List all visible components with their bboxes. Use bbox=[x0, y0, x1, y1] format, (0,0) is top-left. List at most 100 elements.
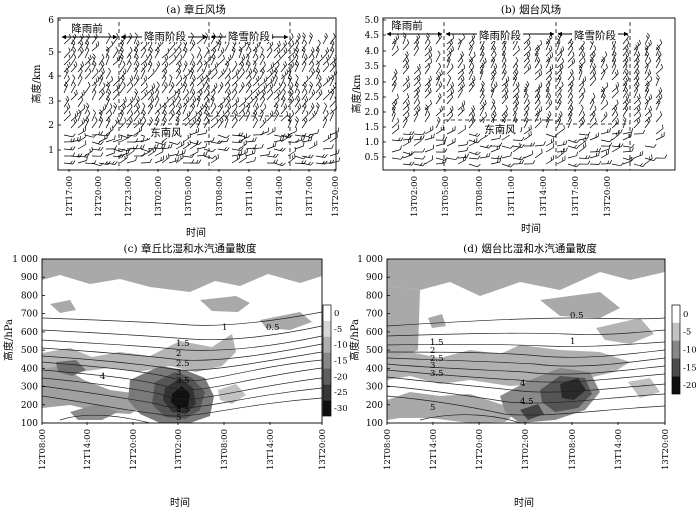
wind-barb bbox=[294, 162, 305, 165]
wind-barb bbox=[259, 131, 269, 136]
panel-a-barbs bbox=[63, 32, 341, 167]
wind-barb bbox=[126, 36, 133, 45]
wind-barb bbox=[413, 163, 423, 167]
ytick-label: 100 bbox=[366, 419, 383, 429]
wind-barb bbox=[217, 120, 224, 129]
wind-barb bbox=[175, 144, 185, 150]
wind-barb bbox=[501, 134, 510, 141]
wind-barb bbox=[611, 47, 616, 57]
wind-barb bbox=[119, 137, 129, 143]
colorbar-label: -5 bbox=[334, 325, 342, 335]
wind-barb bbox=[168, 77, 173, 87]
xtick-label: 13T20:00 bbox=[603, 176, 613, 217]
wind-barb bbox=[224, 42, 230, 52]
colorbar-label: -30 bbox=[334, 404, 348, 414]
wind-barb bbox=[633, 66, 639, 75]
colorbar-label: -20 bbox=[334, 372, 348, 382]
wind-barb bbox=[523, 102, 530, 111]
wind-barb bbox=[126, 64, 132, 73]
wind-barb bbox=[578, 71, 583, 81]
wind-barb bbox=[600, 89, 606, 99]
xtick-label: 13T05:00 bbox=[441, 176, 451, 217]
wind-barb bbox=[435, 77, 441, 87]
wind-barb bbox=[126, 85, 134, 94]
panel-d-xlabel: 时间 bbox=[514, 496, 534, 509]
wind-barb bbox=[231, 79, 239, 87]
panel-b-barbs bbox=[391, 32, 668, 168]
wind-barb bbox=[578, 48, 585, 57]
wind-barb bbox=[446, 85, 454, 93]
wind-barb bbox=[523, 37, 531, 45]
wind-barb bbox=[424, 55, 432, 63]
wind-barb bbox=[182, 72, 190, 80]
wind-barb bbox=[479, 156, 489, 159]
wind-barb bbox=[294, 134, 304, 137]
wind-barb bbox=[457, 67, 466, 75]
wind-barb bbox=[231, 49, 236, 59]
wind-barb bbox=[308, 71, 315, 80]
wind-barb bbox=[468, 133, 478, 137]
wind-barb bbox=[98, 64, 105, 73]
wind-barb bbox=[308, 114, 316, 122]
wind-barb bbox=[468, 157, 478, 160]
xtick-label: 13T08:00 bbox=[475, 176, 485, 217]
wind-barb bbox=[468, 47, 473, 57]
wind-barb bbox=[424, 35, 430, 45]
wind-barb bbox=[266, 72, 274, 80]
wind-barb bbox=[611, 91, 619, 99]
xtick-label: 13T20:00 bbox=[318, 429, 328, 470]
wind-barb bbox=[168, 43, 176, 52]
panel-d-colorbar: 0 -5 -10 -15 -20 bbox=[671, 304, 697, 395]
wind-barb bbox=[457, 159, 467, 165]
wind-barb bbox=[105, 107, 113, 115]
wind-barb bbox=[231, 120, 238, 129]
wind-barb bbox=[611, 73, 619, 81]
svg-text:2: 2 bbox=[430, 346, 435, 356]
wind-barb bbox=[77, 43, 84, 52]
wind-barb bbox=[556, 159, 566, 165]
wind-barb bbox=[578, 96, 585, 105]
ytick-label: 1 000 bbox=[357, 255, 383, 265]
wind-barb bbox=[479, 41, 485, 51]
ytick-label: 4.0 bbox=[365, 47, 380, 57]
wind-barb bbox=[182, 92, 189, 101]
wind-barb bbox=[63, 99, 70, 108]
colorbar-label: -10 bbox=[334, 341, 348, 351]
wind-barb bbox=[655, 90, 663, 99]
wind-barb bbox=[224, 113, 230, 122]
wind-barb bbox=[126, 134, 136, 137]
wind-barb bbox=[273, 58, 281, 66]
wind-barb bbox=[315, 78, 322, 87]
wind-barb bbox=[622, 48, 629, 57]
ytick-label: 600 bbox=[366, 328, 383, 338]
wind-barb bbox=[84, 134, 94, 138]
wind-barb bbox=[322, 137, 331, 143]
wind-barb bbox=[644, 65, 649, 75]
xtick-label: 13T11:00 bbox=[245, 176, 255, 217]
wind-barb bbox=[189, 70, 195, 80]
wind-barb bbox=[545, 72, 552, 81]
wind-barb bbox=[567, 48, 574, 57]
wind-barb bbox=[589, 114, 596, 123]
svg-text:4: 4 bbox=[100, 372, 105, 382]
wind-barb bbox=[512, 66, 518, 75]
wind-barb bbox=[133, 130, 142, 136]
wind-barb bbox=[133, 70, 138, 80]
wind-barb bbox=[644, 158, 653, 165]
panel-c-ylabel: 高度/hPa bbox=[2, 319, 15, 361]
wind-barb bbox=[512, 60, 519, 69]
wind-barb bbox=[534, 113, 540, 123]
wind-barb bbox=[622, 150, 633, 153]
wind-barb bbox=[468, 114, 476, 123]
wind-barb bbox=[329, 64, 336, 73]
wind-barb bbox=[105, 119, 111, 129]
panel-c-contour-labels: 1 0.5 1.5 2 2.5 3 3.5 4 4.5 5 bbox=[100, 323, 280, 423]
ytick-label: 700 bbox=[21, 310, 38, 320]
svg-text:2: 2 bbox=[176, 349, 181, 359]
wind-barb bbox=[589, 59, 594, 69]
wind-barb bbox=[424, 91, 432, 99]
wind-barb bbox=[446, 109, 454, 117]
wind-barb bbox=[622, 108, 629, 117]
wind-barb bbox=[77, 107, 86, 115]
wind-barb bbox=[112, 148, 122, 153]
